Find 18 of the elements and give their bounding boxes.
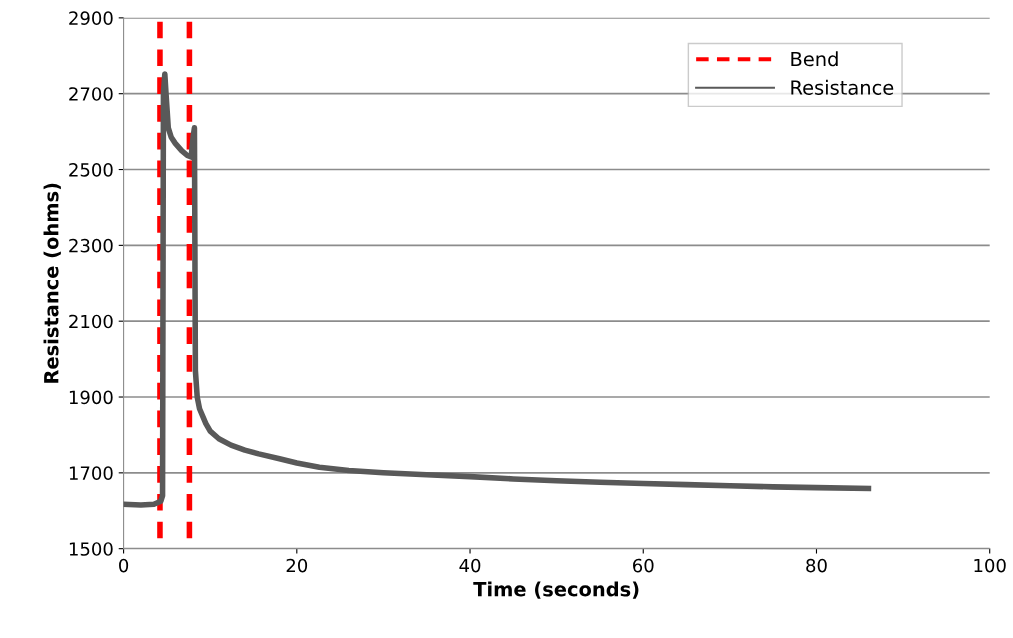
- y-axis-title: Resistance (ohms): [43, 183, 61, 383]
- y-tick-label: 2500: [69, 162, 113, 177]
- x-tick-label: 0: [119, 558, 129, 573]
- y-tick-label: 2900: [69, 11, 113, 25]
- y-tick-label: 2100: [69, 314, 113, 329]
- y-tick-label: 2300: [69, 238, 113, 253]
- x-tick-label: 60: [633, 558, 654, 573]
- x-tick-label: 20: [286, 558, 308, 573]
- x-tick-label: 80: [806, 558, 827, 573]
- x-tick-label: 40: [459, 558, 481, 573]
- y-tick-label: 1900: [69, 390, 113, 405]
- x-axis-title: Time (seconds): [473, 581, 639, 599]
- y-tick-label: 1500: [69, 542, 113, 556]
- legend-label: Resistance: [791, 79, 894, 95]
- x-tick-label: 100: [974, 558, 1006, 573]
- y-tick-label: 2700: [69, 87, 113, 101]
- legend-label: Bend: [791, 51, 838, 67]
- y-tick-label: 1700: [69, 466, 113, 480]
